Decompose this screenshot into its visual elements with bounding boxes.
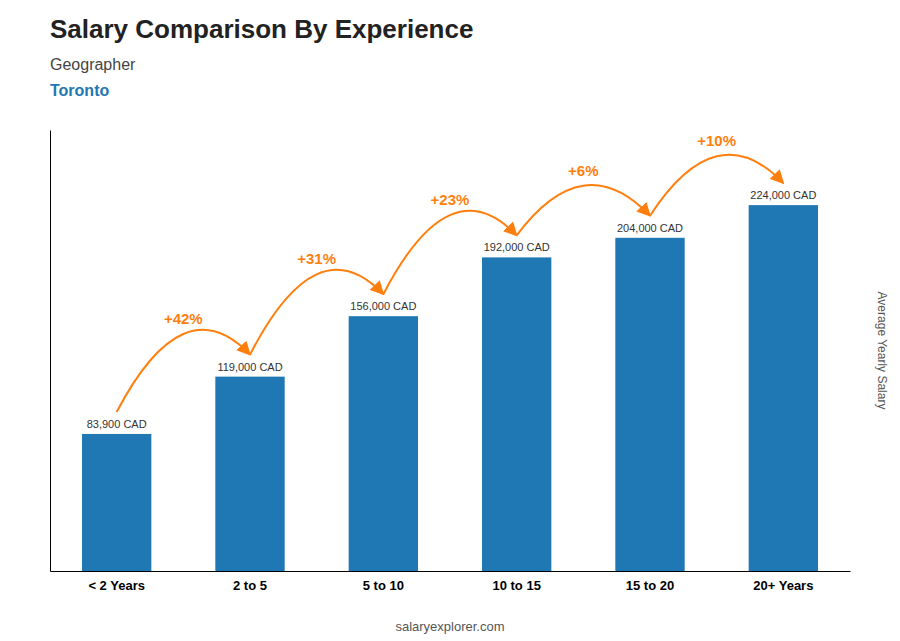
- x-tick-label: 20+ Years: [753, 578, 813, 593]
- x-tick: 20+ Years: [753, 578, 813, 593]
- chart-svg: < 2 Years 2 to 5 5 to 10 10 to 15 15 to 20 20…: [0, 0, 900, 641]
- bar: [482, 257, 551, 571]
- change-label: +23%: [431, 191, 470, 208]
- data-label: 204,000 CAD: [617, 222, 683, 234]
- source: salaryexplorer.com: [395, 619, 504, 634]
- bar: [215, 377, 284, 571]
- data-label: 156,000 CAD: [350, 300, 416, 312]
- subtitle: Geographer: [50, 56, 136, 73]
- change-label: +42%: [164, 310, 203, 327]
- bar: [82, 434, 151, 571]
- x-tick-label: 2 to 5: [233, 578, 267, 593]
- bar: [349, 316, 418, 571]
- x-tick-label: 10 to 15: [492, 578, 540, 593]
- data-label: 119,000 CAD: [217, 361, 282, 373]
- change-label: +6%: [568, 162, 598, 179]
- change-arrow: [250, 270, 383, 355]
- x-tick: 10 to 15: [492, 578, 540, 593]
- change-arrow: [650, 155, 783, 216]
- x-axis-line: [51, 571, 851, 572]
- title: Salary Comparison By Experience: [50, 14, 473, 44]
- change-arrow: [517, 185, 650, 235]
- change-label: +31%: [297, 250, 336, 267]
- chart-container: < 2 Years 2 to 5 5 to 10 10 to 15 15 to 20 20…: [0, 0, 900, 641]
- x-tick: < 2 Years: [88, 578, 145, 593]
- y-axis-title: Average Yearly Salary: [875, 292, 889, 410]
- data-label: 224,000 CAD: [750, 189, 816, 201]
- x-tick-label: < 2 Years: [88, 578, 145, 593]
- change-annotations: +42% +31% +23% +6% +10%: [117, 132, 784, 412]
- x-axis: < 2 Years 2 to 5 5 to 10 10 to 15 15 to 20 20…: [51, 572, 851, 594]
- x-tick-label: 15 to 20: [626, 578, 674, 593]
- change-label: +10%: [697, 132, 736, 149]
- data-labels: 83,900 CAD 119,000 CAD 156,000 CAD 192,000 …: [87, 189, 817, 430]
- bars: [82, 205, 818, 571]
- change-arrow: [383, 211, 516, 294]
- data-label: 192,000 CAD: [484, 241, 550, 253]
- data-label: 83,900 CAD: [87, 418, 147, 430]
- x-tick-label: 5 to 10: [363, 578, 404, 593]
- x-tick: 2 to 5: [233, 578, 267, 593]
- x-tick: 5 to 10: [363, 578, 404, 593]
- y-axis: [50, 131, 51, 572]
- bar: [749, 205, 818, 571]
- bar: [615, 238, 684, 571]
- change-arrow: [117, 330, 250, 412]
- x-tick: 15 to 20: [626, 578, 674, 593]
- y-axis-line: [50, 131, 51, 572]
- subtitle: Toronto: [50, 82, 109, 99]
